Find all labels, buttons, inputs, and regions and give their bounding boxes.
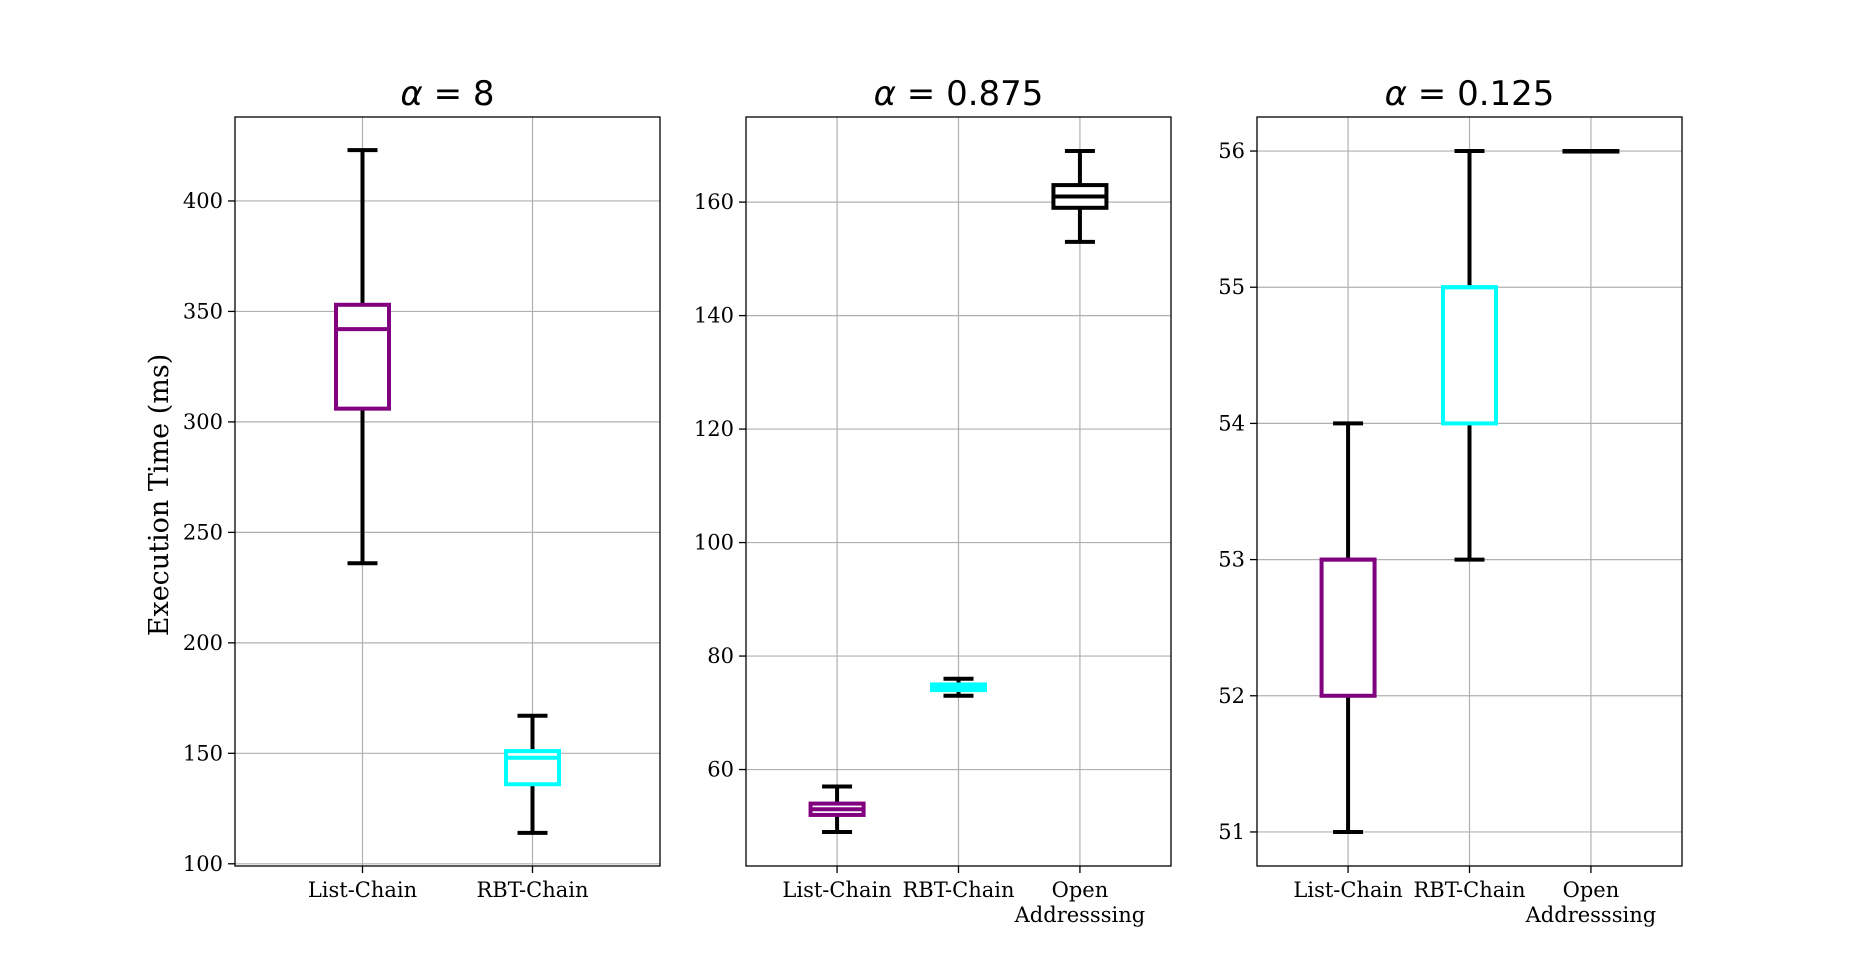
chart-panel-3: 51 52 53 54 55 56 List-Chain RBT-Chain OpenAddre… — [1218, 74, 1683, 927]
box-rbt-chain — [1441, 149, 1498, 562]
box-body — [1319, 557, 1377, 698]
box-body — [1441, 285, 1498, 426]
x-tick-label: Addresssing — [1014, 903, 1146, 927]
box-rbt-chain — [930, 676, 987, 698]
y-tick-label: 200 — [183, 631, 223, 655]
chart-title: α = 8 — [400, 74, 494, 114]
x-tick-label: RBT-Chain — [1414, 878, 1526, 902]
box-body — [334, 302, 391, 411]
y-tick-label: 150 — [183, 741, 223, 765]
y-axis-label: Execution Time (ms) — [144, 354, 175, 636]
x-tick-label: List-Chain — [1293, 878, 1402, 902]
y-tick-label: 51 — [1218, 820, 1245, 844]
y-tick-label: 160 — [694, 190, 734, 214]
x-tick-label: List-Chain — [308, 878, 417, 902]
y-tick-label: 80 — [707, 644, 734, 668]
x-tick-label: RBT-Chain — [903, 878, 1015, 902]
x-tick-label: Open — [1052, 878, 1109, 902]
chart-title: α = 0.875 — [874, 74, 1044, 114]
y-tick-label: 54 — [1218, 411, 1245, 435]
box-rbt-chain — [504, 713, 561, 835]
y-tick-label: 140 — [694, 304, 734, 328]
y-tick-label: 400 — [183, 189, 223, 213]
y-tick-label: 100 — [183, 852, 223, 876]
chart-panels: 100 150 200 250 300 350 400 List-Chain RBT-Chain… — [183, 74, 1683, 927]
y-tick-label: 60 — [707, 758, 734, 782]
y-tick-label: 300 — [183, 410, 223, 434]
box-list-chain — [334, 148, 391, 566]
box-open-addresssing — [1562, 149, 1620, 154]
y-tick-label: 100 — [694, 531, 734, 555]
y-tick-label: 56 — [1218, 139, 1245, 163]
y-tick-label: 55 — [1218, 275, 1245, 299]
x-tick-label: List-Chain — [782, 878, 891, 902]
box-list-chain — [808, 784, 866, 834]
box-open-addresssing — [1051, 149, 1109, 244]
axes-frame — [234, 116, 661, 867]
y-tick-label: 120 — [694, 417, 734, 441]
x-tick-label: Addresssing — [1525, 903, 1657, 927]
y-tick-label: 350 — [183, 299, 223, 323]
y-tick-label: 52 — [1218, 684, 1245, 708]
y-tick-label: 250 — [183, 520, 223, 544]
y-tick-label: 53 — [1218, 548, 1245, 572]
box-list-chain — [1319, 421, 1377, 834]
chart-panel-1: 100 150 200 250 300 350 400 List-Chain RBT-Chain… — [183, 74, 661, 902]
x-tick-label: RBT-Chain — [477, 878, 589, 902]
chart-title: α = 0.125 — [1385, 74, 1555, 114]
x-tick-label: Open — [1563, 878, 1620, 902]
chart-panel-2: 60 80 100 120 140 160 List-Chain RBT-Chain OpenA… — [694, 74, 1172, 927]
